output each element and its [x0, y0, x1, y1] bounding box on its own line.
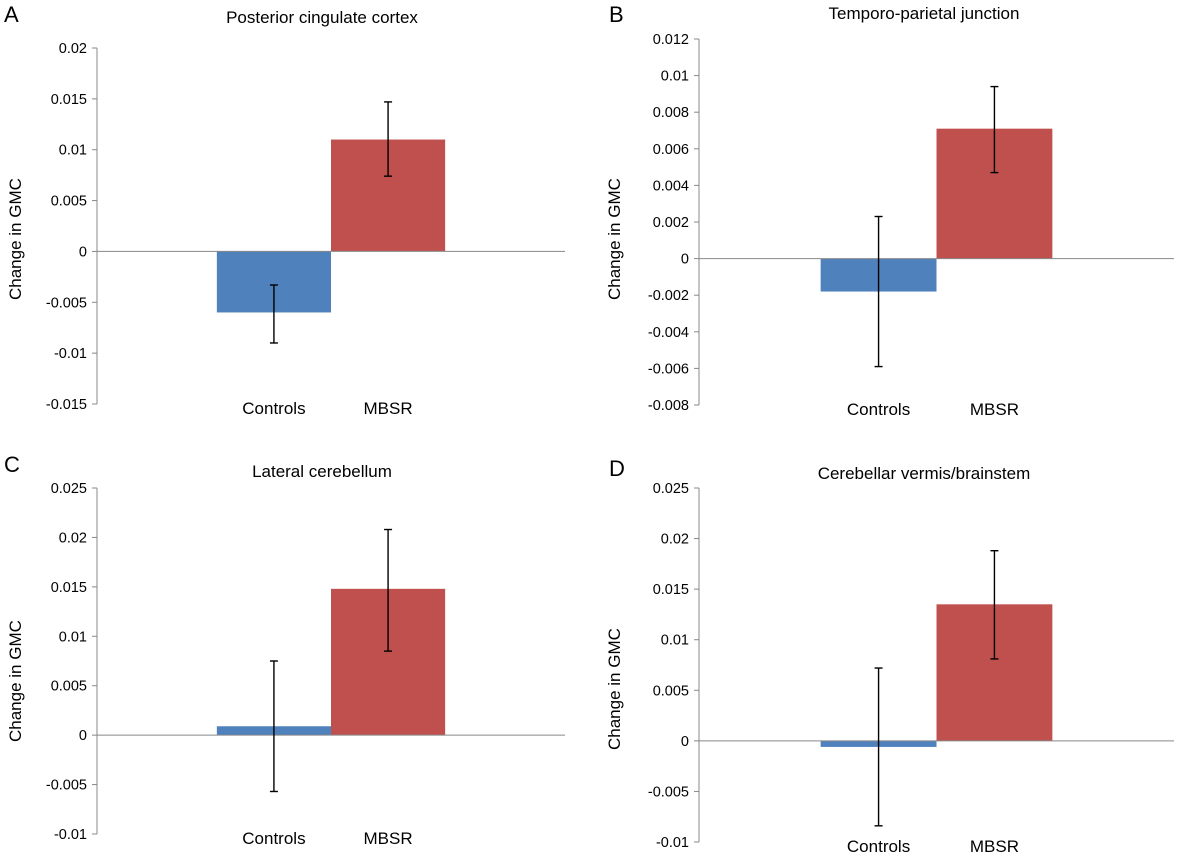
y-tick-label: -0.005 — [46, 778, 87, 794]
y-tick-label: 0 — [681, 252, 689, 268]
y-tick-label: 0.002 — [653, 215, 689, 231]
y-tick-label: 0.004 — [653, 178, 689, 194]
chart-panel-b: B Temporo-parietal junction Change in GM… — [589, 0, 1178, 432]
y-tick-label: -0.01 — [54, 827, 87, 843]
chart-title: Temporo-parietal junction — [828, 4, 1020, 23]
y-tick-label: 0.01 — [661, 69, 689, 85]
chart-title: Lateral cerebellum — [252, 462, 392, 481]
y-tick-label: 0.01 — [59, 629, 87, 645]
panel-letter: A — [4, 2, 19, 27]
y-tick-label: 0 — [681, 734, 689, 750]
chart-title: Cerebellar vermis/brainstem — [817, 464, 1031, 483]
y-tick-label: 0 — [79, 728, 87, 744]
y-tick-label: 0.005 — [653, 683, 689, 699]
y-tick-label: 0.02 — [59, 41, 87, 57]
bar-chart: -0.015 -0.01 -0.005 0 0.005 0.01 0.015 0.02 Cont… — [46, 41, 565, 418]
chart-title: Posterior cingulate cortex — [226, 8, 418, 27]
panel-letter: C — [4, 452, 20, 477]
y-tick-label: 0.02 — [661, 532, 689, 548]
y-tick-label: 0.012 — [653, 32, 689, 48]
y-tick-label: 0 — [79, 244, 87, 260]
category-label: MBSR — [970, 837, 1019, 856]
y-tick-label: 0.008 — [653, 105, 689, 121]
y-tick-label: 0.015 — [653, 582, 689, 598]
y-tick-label: 0.02 — [59, 530, 87, 546]
y-tick-label: -0.01 — [656, 835, 689, 851]
bar-chart: -0.01 -0.005 0 0.005 0.01 0.015 0.02 0.025 Contr… — [46, 481, 565, 848]
y-tick-label: -0.005 — [648, 784, 689, 800]
category-label: Controls — [242, 399, 305, 418]
y-tick-label: -0.008 — [648, 398, 689, 414]
y-tick-label: 0.025 — [51, 481, 87, 497]
y-tick-label: 0.006 — [653, 142, 689, 158]
y-tick-label: -0.006 — [648, 361, 689, 377]
category-label: Controls — [847, 837, 910, 856]
y-tick-label: -0.004 — [648, 325, 689, 341]
chart-panel-c: C Lateral cerebellum Change in GMC -0.01… — [0, 432, 589, 864]
category-label: MBSR — [970, 400, 1019, 419]
y-tick-label: -0.005 — [46, 295, 87, 311]
chart-panel-d: D Cerebellar vermis/brainstem Change in … — [589, 432, 1178, 864]
y-tick-label: 0.005 — [51, 194, 87, 210]
y-tick-label: 0.015 — [51, 580, 87, 596]
y-tick-label: 0.015 — [51, 92, 87, 108]
y-tick-label: 0.005 — [51, 679, 87, 695]
y-tick-label: -0.01 — [54, 346, 87, 362]
category-label: MBSR — [364, 829, 413, 848]
bar-chart: -0.008 -0.006 -0.004 -0.002 0 0.002 0.004 0.006… — [648, 32, 1174, 419]
y-tick-label: -0.015 — [46, 397, 87, 413]
y-tick-label: 0.01 — [59, 143, 87, 159]
bar-chart: -0.01 -0.005 0 0.005 0.01 0.015 0.02 0.025 Contr… — [648, 481, 1174, 856]
category-label: Controls — [847, 400, 910, 419]
category-label: Controls — [242, 829, 305, 848]
y-tick-label: 0.01 — [661, 633, 689, 649]
y-tick-label: -0.002 — [648, 288, 689, 304]
chart-panel-a: A Posterior cingulate cortex Change in G… — [0, 0, 589, 432]
y-tick-label: 0.025 — [653, 481, 689, 497]
panel-letter: D — [609, 456, 625, 481]
category-label: MBSR — [364, 399, 413, 418]
panel-letter: B — [609, 2, 624, 27]
